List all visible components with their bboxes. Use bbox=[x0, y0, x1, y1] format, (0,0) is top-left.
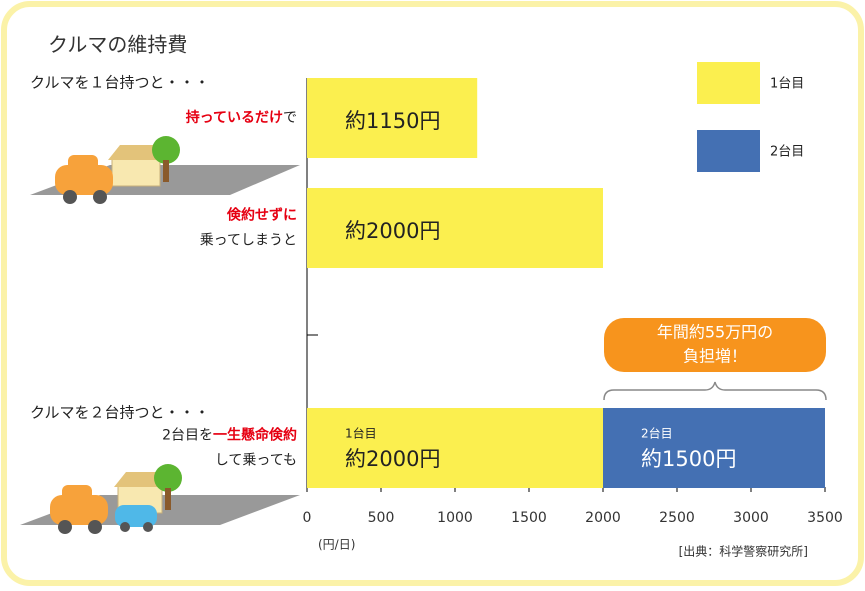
legend-label: 2台目 bbox=[770, 145, 804, 160]
legend-label: 1台目 bbox=[770, 77, 804, 92]
value-label: 約1150円 bbox=[345, 109, 440, 133]
row-label-part: 一生懸命倹約 bbox=[213, 427, 297, 444]
x-tick-label: 500 bbox=[368, 510, 395, 526]
legend-swatch bbox=[697, 130, 760, 172]
x-tick-label: 1000 bbox=[437, 510, 473, 526]
row-label-part: 持っているだけ bbox=[186, 109, 283, 126]
value-label: 約2000円 bbox=[345, 219, 440, 243]
legend-swatch bbox=[697, 62, 760, 104]
x-tick-label: 3000 bbox=[733, 510, 769, 526]
row-label-part: して乗っても bbox=[215, 453, 297, 469]
segment-name: 2台目 bbox=[641, 426, 673, 441]
row-label: 乗ってしまうと bbox=[200, 233, 297, 249]
row-label-part: 倹約せずに bbox=[226, 207, 297, 224]
bar bbox=[307, 408, 603, 488]
illustration-one-car bbox=[30, 136, 300, 204]
row-label: して乗っても bbox=[215, 453, 297, 469]
bar bbox=[307, 188, 603, 268]
x-tick-label: 1500 bbox=[511, 510, 547, 526]
illustration-two-cars bbox=[20, 464, 300, 534]
annotation-bubble bbox=[604, 318, 826, 372]
annotation-line: 年間約55万円の bbox=[657, 323, 773, 342]
x-tick-label: 2500 bbox=[659, 510, 695, 526]
brace bbox=[603, 381, 827, 401]
group-heading: クルマを２台持つと・・・ bbox=[30, 404, 210, 422]
x-tick-label: 3500 bbox=[807, 510, 843, 526]
row-label-part: 乗ってしまうと bbox=[200, 233, 297, 249]
group-heading: クルマを１台持つと・・・ bbox=[30, 74, 210, 92]
row-label: 持っているだけで bbox=[186, 109, 297, 126]
value-label: 約1500円 bbox=[641, 447, 736, 471]
bar bbox=[603, 408, 825, 488]
x-tick-label: 2000 bbox=[585, 510, 621, 526]
segment-name: 1台目 bbox=[345, 426, 377, 441]
annotation-line: 負担増！ bbox=[683, 347, 747, 366]
bar bbox=[307, 78, 478, 158]
row-label: 倹約せずに bbox=[226, 207, 297, 224]
x-tick-label: 0 bbox=[303, 510, 312, 526]
row-label: 2台目を一生懸命倹約 bbox=[162, 427, 297, 444]
chart-title: クルマの維持費 bbox=[48, 33, 187, 57]
x-axis-unit: (円/日) bbox=[318, 538, 355, 552]
source: [出典：科学警察研究所] bbox=[679, 544, 808, 559]
value-label: 約2000円 bbox=[345, 447, 440, 471]
row-label-part: で bbox=[283, 110, 297, 126]
row-label-part: 2台目を bbox=[162, 428, 213, 444]
